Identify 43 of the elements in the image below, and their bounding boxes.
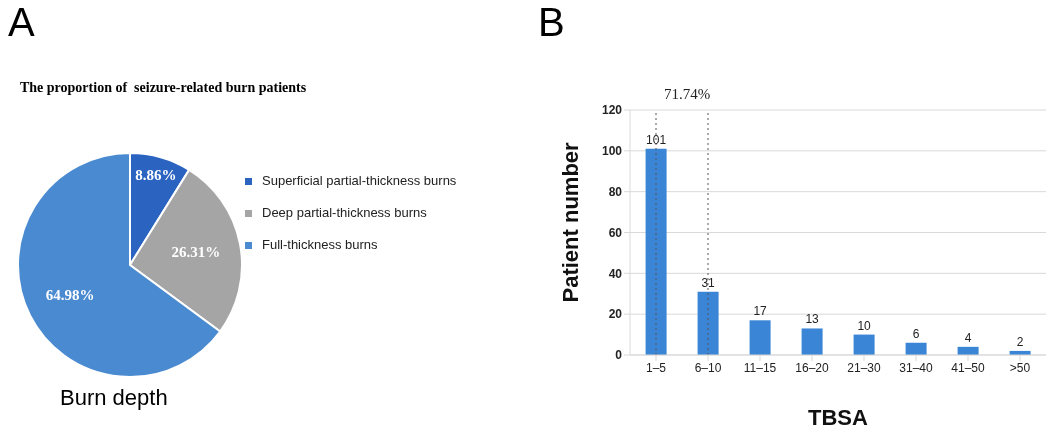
y-tick-label: 20 <box>608 307 623 322</box>
data-label: 64.98% <box>45 287 95 304</box>
legend-label: Deep partial-thickness burns <box>261 204 428 222</box>
text: Burn depth <box>60 385 168 411</box>
y-axis-title: Patient number <box>557 141 583 303</box>
data-label: 101 <box>646 132 667 147</box>
x-tick-label: 1–5 <box>645 360 667 375</box>
text: A <box>8 0 35 45</box>
data-label: 13 <box>805 312 820 327</box>
y-tick-label: 120 <box>601 103 623 118</box>
data-label: 26.31% <box>171 244 221 261</box>
x-axis-title: TBSA <box>808 405 869 430</box>
x-tick-label: >50 <box>1009 360 1031 375</box>
bar <box>905 342 927 355</box>
data-label: 8.86% <box>135 166 177 183</box>
x-tick-label: 31–40 <box>899 360 934 375</box>
y-tick-label: 60 <box>608 225 623 240</box>
bar <box>749 320 771 355</box>
y-tick-label: 0 <box>615 348 623 363</box>
data-label: 6 <box>912 326 920 341</box>
x-tick-label: 16–20 <box>795 360 830 375</box>
legend-label: Full-thickness burns <box>261 236 379 254</box>
data-label: 4 <box>964 330 972 345</box>
x-tick-label: 41–50 <box>951 360 986 375</box>
data-label: 10 <box>857 318 872 333</box>
y-tick-label: 40 <box>608 266 623 281</box>
bar <box>697 291 719 355</box>
bar <box>801 328 823 355</box>
x-tick-label: 21–30 <box>847 360 882 375</box>
legend-label: Superficial partial-thickness burns <box>261 172 457 190</box>
y-tick-label: 80 <box>608 184 623 199</box>
ref-line-label: 71.74% <box>664 85 711 102</box>
data-label: 17 <box>753 304 768 319</box>
bar <box>853 334 875 355</box>
text: B <box>538 0 565 45</box>
x-tick-label: 6–10 <box>694 360 722 375</box>
x-tick-label: 11–15 <box>743 360 777 375</box>
chart-title: The proportion of seizure-related burn patients <box>20 80 307 96</box>
bar <box>645 148 667 355</box>
y-tick-label: 100 <box>601 144 623 159</box>
legend: Superficial partial-thickness burns Deep partial-thickness burns Full-thickness burns <box>245 165 457 261</box>
data-label: 31 <box>701 275 716 290</box>
data-label: 2 <box>1016 334 1024 349</box>
